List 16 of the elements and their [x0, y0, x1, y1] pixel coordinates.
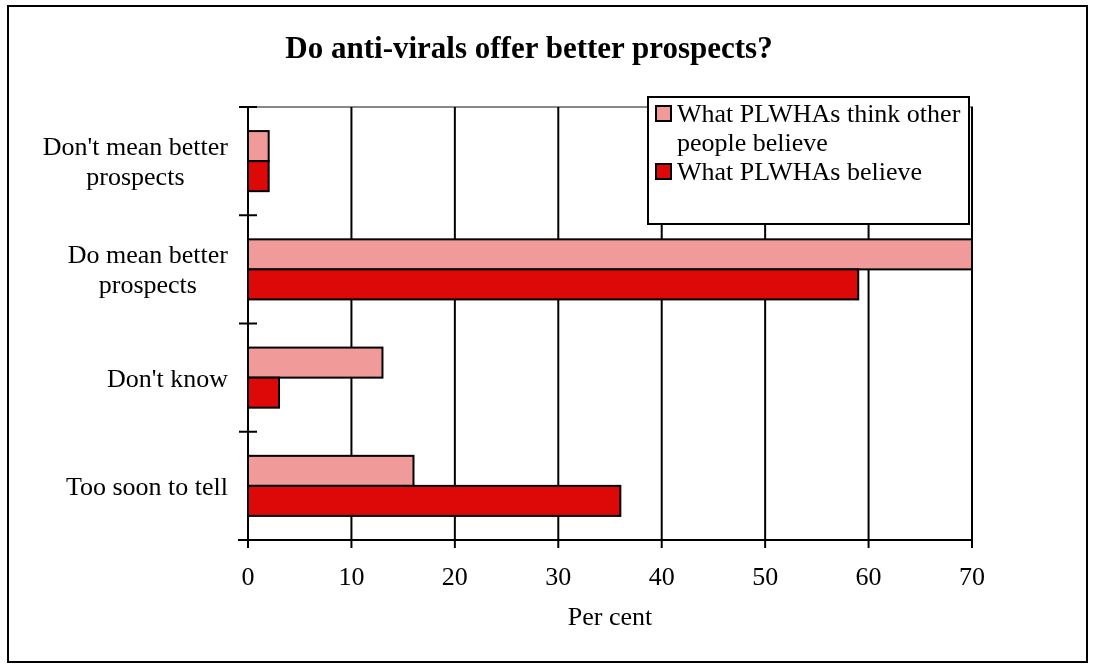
x-tick-label: 50: [752, 561, 779, 591]
x-tick-label: 40: [648, 561, 675, 591]
x-tick-label: 70: [959, 561, 985, 591]
x-axis-title: Per cent: [567, 601, 653, 631]
x-tick-label: 30: [545, 561, 572, 591]
y-tick-label: Don't know: [107, 363, 229, 393]
x-tick-label: 60: [855, 561, 882, 591]
x-tick-label: 0: [241, 561, 255, 591]
chart-title: Do anti-virals offer better prospects?: [285, 30, 773, 65]
x-tick-label: 10: [338, 561, 365, 591]
x-tick-label: 20: [441, 561, 468, 591]
legend-label: What PLWHAs believe: [677, 156, 922, 186]
legend-label: What PLWHAs think other people believe: [677, 98, 961, 157]
y-tick-label: Don't mean better prospects: [42, 131, 229, 191]
y-tick-label: Do mean better prospects: [67, 239, 229, 299]
y-tick-label: Too soon to tell: [65, 471, 228, 501]
